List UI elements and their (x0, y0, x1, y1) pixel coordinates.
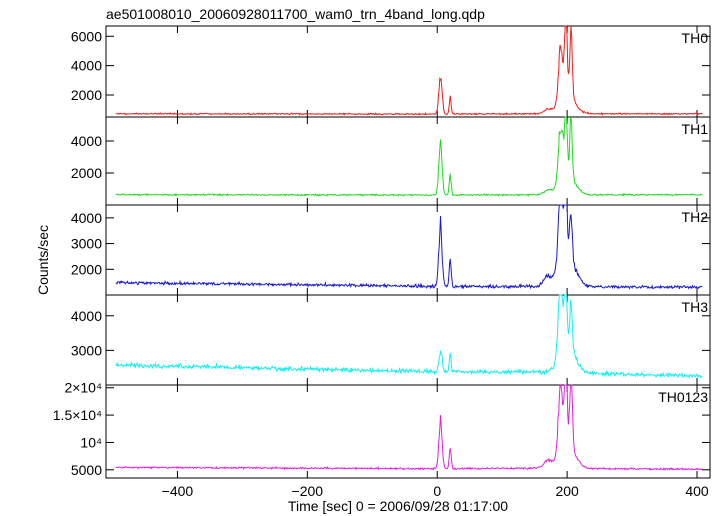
panel-frame (105, 116, 711, 206)
panel-frame (105, 25, 711, 118)
y-tick-label: 2000 (71, 87, 102, 103)
y-tick-label: 4000 (71, 308, 102, 324)
y-axis-label: Counts/sec (35, 225, 51, 295)
y-tick-label: 5000 (71, 462, 102, 478)
panel-label: TH2 (682, 209, 709, 225)
y-tick-label: 2000 (71, 261, 102, 277)
panel-th1: 2000 4000 TH1 (71, 116, 711, 206)
panel-frame (105, 204, 711, 296)
x-tick-label: −400 (162, 483, 194, 499)
series-line-th0123 (115, 384, 703, 472)
series-line-th2 (115, 204, 703, 290)
y-tick-label: 3000 (71, 236, 102, 252)
y-tick-label: 1.5×10⁴ (53, 407, 102, 423)
y-tick-label: 2000 (71, 165, 102, 181)
chart-title: ae501008010_20060928011700_wam0_trn_4ban… (106, 6, 485, 22)
panel-label: TH1 (682, 121, 709, 137)
y-tick-label: 10⁴ (80, 434, 102, 450)
series-line-th0 (115, 25, 703, 116)
panel-label: TH3 (682, 299, 709, 315)
x-tick-label: −200 (292, 483, 324, 499)
panel-label: TH0 (682, 30, 709, 46)
y-tick-label: 6000 (71, 28, 102, 44)
panel-frame (105, 384, 711, 479)
panel-label: TH0123 (658, 389, 708, 405)
x-axis-label: Time [sec] 0 = 2006/09/28 01:17:00 (288, 498, 508, 514)
x-tick-label: 400 (685, 483, 709, 499)
series-line-th3 (115, 294, 703, 379)
y-tick-label: 3000 (71, 342, 102, 358)
y-tick-label: 4000 (71, 58, 102, 74)
x-tick-label: 0 (433, 483, 441, 499)
x-tick-label: 200 (555, 483, 579, 499)
y-tick-label: 2×10⁴ (64, 380, 102, 396)
panel-th3: 3000 4000 TH3 (71, 294, 711, 386)
panel-th0123: 5000 10⁴ 1.5×10⁴ 2×10⁴ TH0123 (53, 380, 711, 479)
y-tick-label: 4000 (71, 133, 102, 149)
y-tick-label: 4000 (71, 210, 102, 226)
panel-th0: 2000 4000 6000 TH0 (71, 25, 711, 118)
panel-th2: 2000 3000 4000 TH2 (71, 204, 711, 296)
series-line-th1 (115, 116, 703, 197)
